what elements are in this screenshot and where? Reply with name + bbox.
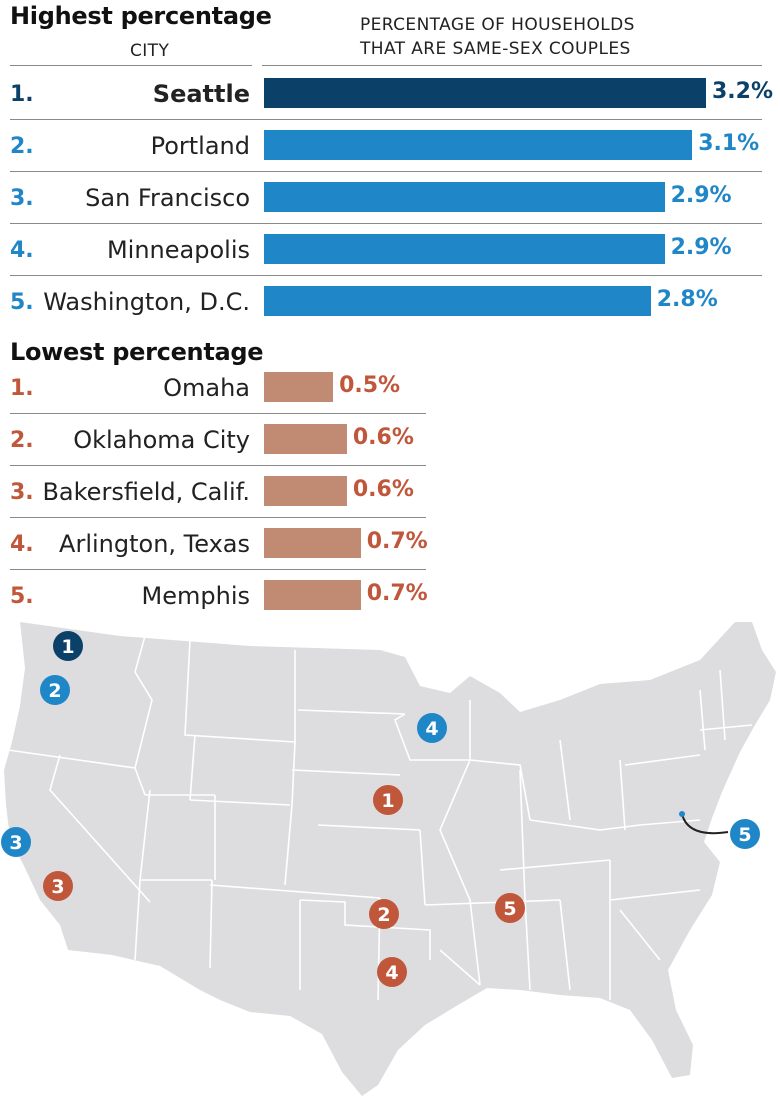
lowest-value-label: 0.6% <box>352 477 414 502</box>
highest-rank: 3. <box>10 186 34 211</box>
map-marker-highest-3: 3 <box>1 827 31 857</box>
highest-row-rule <box>10 171 762 172</box>
highest-rank: 2. <box>10 134 34 159</box>
lowest-row-rule <box>10 413 426 414</box>
map-marker-lowest-1: 1 <box>373 785 403 815</box>
map-marker-lowest-2: 2 <box>369 899 399 929</box>
highest-city-label: Seattle <box>152 80 250 108</box>
svg-text:5: 5 <box>503 898 516 920</box>
highest-rank: 1. <box>10 82 34 107</box>
lowest-value-label: 0.7% <box>366 581 428 606</box>
measure-header-line1: PERCENTAGE OF HOUSEHOLDS <box>360 15 635 35</box>
highest-rank: 4. <box>10 238 34 263</box>
svg-text:5: 5 <box>738 824 751 846</box>
highest-value-label: 2.9% <box>670 183 732 208</box>
highest-bar <box>264 182 665 212</box>
measure-header-line2: THAT ARE SAME-SEX COUPLES <box>360 39 631 59</box>
header-rule-city <box>10 65 252 66</box>
lowest-row-rule <box>10 465 426 466</box>
lowest-city-label: Arlington, Texas <box>59 530 250 558</box>
lowest-value-label: 0.7% <box>366 529 428 554</box>
highest-row-rule <box>10 275 762 276</box>
svg-text:4: 4 <box>385 962 398 984</box>
lowest-bar <box>264 580 361 610</box>
lowest-rank: 4. <box>10 532 34 557</box>
lowest-rank: 1. <box>10 376 34 401</box>
svg-text:1: 1 <box>381 790 394 812</box>
lowest-row-rule <box>10 517 426 518</box>
svg-text:4: 4 <box>425 718 438 740</box>
highest-row-rule <box>10 119 762 120</box>
highest-value-label: 3.2% <box>712 79 774 104</box>
city-column-header: CITY <box>130 41 170 61</box>
lowest-city-label: Oklahoma City <box>73 426 250 454</box>
svg-text:2: 2 <box>48 680 61 702</box>
lowest-city-label: Omaha <box>163 374 250 402</box>
dc-callout <box>679 811 729 835</box>
highest-bar <box>264 78 706 108</box>
lowest-bar <box>264 424 347 454</box>
map-marker-highest-4: 4 <box>417 713 447 743</box>
lowest-bar <box>264 528 361 558</box>
lowest-city-label: Memphis <box>141 582 250 610</box>
lowest-rank: 5. <box>10 584 34 609</box>
highest-value-label: 2.9% <box>670 235 732 260</box>
lowest-row-rule <box>10 569 426 570</box>
us-map-land <box>4 622 776 1096</box>
highest-section-title: Highest percentage <box>10 2 272 30</box>
map-marker-highest-5: 5 <box>730 819 760 849</box>
header-rule-measure <box>262 65 762 66</box>
lowest-rank: 3. <box>10 480 34 505</box>
svg-text:1: 1 <box>61 636 74 658</box>
map-marker-highest-2: 2 <box>40 675 70 705</box>
lowest-bar <box>264 476 347 506</box>
highest-city-label: Portland <box>150 132 250 160</box>
highest-bar <box>264 286 651 316</box>
svg-text:2: 2 <box>377 904 390 926</box>
lowest-rank: 2. <box>10 428 34 453</box>
highest-bar <box>264 130 693 160</box>
highest-row-rule <box>10 223 762 224</box>
svg-text:3: 3 <box>9 832 22 854</box>
highest-rank: 5. <box>10 290 34 315</box>
map-marker-lowest-3: 3 <box>43 871 73 901</box>
highest-city-label: San Francisco <box>85 184 250 212</box>
highest-city-label: Washington, D.C. <box>43 288 250 316</box>
highest-value-label: 3.1% <box>698 131 760 156</box>
lowest-bar <box>264 372 334 402</box>
map-marker-highest-1: 1 <box>53 631 83 661</box>
highest-city-label: Minneapolis <box>106 236 250 264</box>
map-marker-lowest-4: 4 <box>377 957 407 987</box>
lowest-section-title: Lowest percentage <box>10 338 264 366</box>
highest-value-label: 2.8% <box>656 287 718 312</box>
svg-text:3: 3 <box>51 876 64 898</box>
highest-bar <box>264 234 665 264</box>
map-marker-lowest-5: 5 <box>495 893 525 923</box>
lowest-value-label: 0.5% <box>339 373 401 398</box>
lowest-city-label: Bakersfield, Calif. <box>42 478 250 506</box>
lowest-value-label: 0.6% <box>352 425 414 450</box>
